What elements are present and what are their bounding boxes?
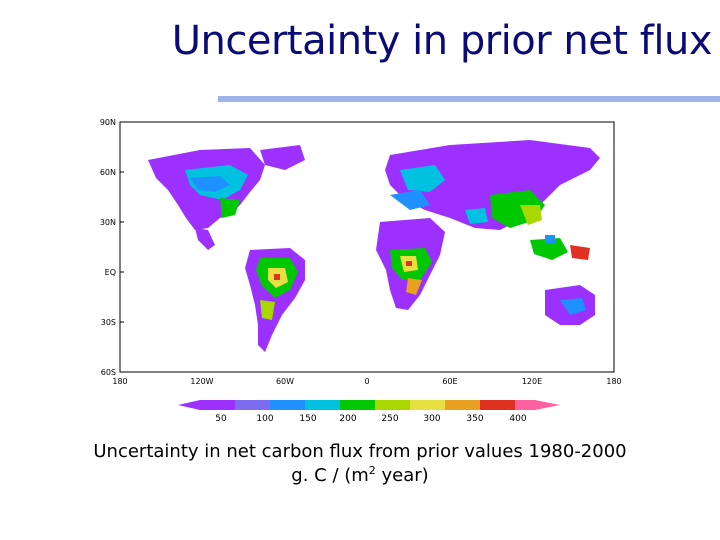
lat-tick-label: 90N	[100, 118, 116, 127]
colorbar-label: 100	[256, 414, 273, 424]
map-figure: 90N 60N 30N EQ 30S 60S 180 120W 60W 0 60…	[100, 118, 622, 424]
colorbar-swatch	[410, 400, 445, 410]
lat-tick-label: 60S	[101, 368, 116, 377]
lon-tick-label: 60W	[276, 377, 294, 386]
latitude-ticks: 90N 60N 30N EQ 30S 60S	[100, 118, 124, 377]
lat-tick-label: 30N	[100, 218, 116, 227]
colorbar-swatch	[340, 400, 375, 410]
colorbar-swatch	[305, 400, 340, 410]
colorbar-left-arrow	[178, 400, 200, 410]
south-america-region	[245, 248, 305, 352]
title-accent-rule	[218, 96, 720, 102]
caption-unit-suffix: year)	[375, 465, 429, 486]
lat-tick-label: 60N	[100, 168, 116, 177]
eurasia-region	[385, 140, 600, 230]
lon-tick-label: 180	[606, 377, 621, 386]
north-america-region	[148, 145, 305, 250]
colorbar-swatch	[445, 400, 480, 410]
lon-tick-label: 0	[364, 377, 369, 386]
colorbar-right-arrow	[535, 400, 560, 410]
australia-region	[545, 285, 595, 325]
colorbar-label: 400	[509, 414, 526, 424]
lat-tick-label: 30S	[101, 318, 116, 327]
africa-region	[376, 218, 445, 310]
uncertainty-map: 90N 60N 30N EQ 30S 60S 180 120W 60W 0 60…	[90, 110, 630, 430]
colorbar-label: 150	[299, 414, 316, 424]
slide-title: Uncertainty in prior net flux	[171, 18, 713, 64]
colorbar: 50 100 150 200 250 300 350 400	[178, 400, 560, 424]
colorbar-label: 350	[466, 414, 483, 424]
caption-unit-superscript: 2	[368, 464, 376, 477]
colorbar-label: 50	[215, 414, 227, 424]
lon-tick-label: 60E	[442, 377, 457, 386]
colorbar-swatch	[480, 400, 515, 410]
colorbar-swatch	[270, 400, 305, 410]
colorbar-label: 200	[339, 414, 356, 424]
lon-tick-label: 180	[112, 377, 127, 386]
longitude-ticks: 180 120W 60W 0 60E 120E 180	[112, 377, 621, 386]
lon-tick-label: 120E	[522, 377, 542, 386]
caption-unit-prefix: g. C / (m	[291, 465, 369, 486]
colorbar-label: 300	[423, 414, 440, 424]
caption-line-2: g. C / (m2 year)	[0, 464, 720, 488]
colorbar-swatch	[375, 400, 410, 410]
southeast-asia-region	[530, 235, 590, 260]
colorbar-swatch	[200, 400, 235, 410]
lon-tick-label: 120W	[190, 377, 213, 386]
lat-tick-label: EQ	[105, 268, 116, 277]
colorbar-label: 250	[381, 414, 398, 424]
colorbar-swatch	[515, 400, 535, 410]
colorbar-swatch	[235, 400, 270, 410]
caption-line-1: Uncertainty in net carbon flux from prio…	[93, 441, 627, 462]
figure-caption: Uncertainty in net carbon flux from prio…	[0, 440, 720, 488]
